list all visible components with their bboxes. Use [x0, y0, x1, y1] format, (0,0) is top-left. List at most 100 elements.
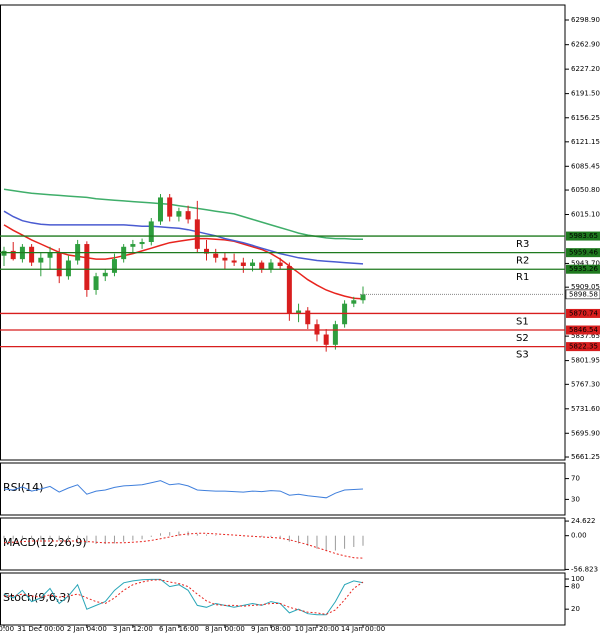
level-box: [566, 248, 600, 258]
y-tick-label: 6156.25: [571, 114, 600, 122]
level-name: S2: [516, 333, 529, 344]
y-tick-label: -56.823: [571, 565, 598, 573]
y-tick-label: 5695.90: [571, 429, 600, 437]
candle-body: [213, 253, 219, 258]
x-tick-label: 3 Jan 12:00: [113, 625, 153, 633]
y-tick-label: 5801.95: [571, 357, 600, 365]
panel-title: MACD(12,26,9): [3, 536, 87, 549]
candle-body: [139, 241, 145, 245]
candle-body: [314, 324, 320, 335]
indicator-line: [4, 579, 364, 615]
candle-body: [185, 211, 191, 220]
y-tick-label: 30: [571, 495, 580, 503]
y-tick-label: 6050.80: [571, 186, 600, 194]
x-tick-label: 20:00: [0, 625, 14, 633]
indicator-line: [3, 188, 363, 241]
y-tick-label: 6262.90: [571, 41, 600, 49]
candle-body: [1, 250, 7, 256]
level-label: 5822.35: [569, 343, 598, 351]
x-tick-label: 10 Jan 20:00: [295, 625, 339, 633]
level-name: R3: [516, 239, 529, 250]
indicator-line: [3, 532, 364, 559]
candle-body: [38, 257, 44, 263]
candle-body: [222, 257, 228, 261]
x-tick-label: 14 Jan 00:00: [341, 625, 385, 633]
candle-body: [102, 272, 108, 277]
candle-body: [332, 324, 338, 345]
level-label: 5870.74: [569, 309, 598, 317]
candle-body: [10, 250, 16, 260]
candle-body: [93, 276, 99, 290]
level-label: 5983.65: [569, 232, 598, 240]
y-tick-label: 24.622: [571, 517, 596, 525]
level-label: 5959.46: [569, 249, 598, 257]
candle-body: [167, 197, 173, 217]
candle-body: [84, 244, 90, 290]
level-name: S3: [516, 350, 529, 361]
y-tick-label: 6227.20: [571, 65, 600, 73]
panel-frame: [0, 517, 566, 571]
panel-frame: [0, 462, 566, 516]
level-box: [566, 264, 600, 274]
candle-body: [157, 197, 163, 222]
last-price-label: 5898.58: [569, 290, 598, 298]
level-label: 5935.26: [569, 265, 598, 273]
candle-body: [56, 252, 62, 277]
candle-body: [296, 310, 302, 314]
level-name: R1: [516, 272, 529, 283]
candle-body: [231, 260, 237, 263]
x-tick-label: 2 Jan 04:00: [67, 625, 107, 633]
y-tick-label: 0.00: [571, 532, 587, 540]
candle-body: [148, 221, 154, 242]
candle-body: [286, 265, 292, 314]
y-tick-label: 6298.90: [571, 16, 600, 24]
candle-body: [111, 259, 117, 273]
candle-body: [360, 294, 366, 301]
y-tick-label: 80: [571, 583, 580, 591]
candle-body: [305, 310, 311, 325]
candle-body: [268, 262, 274, 270]
last-price-box: [565, 289, 600, 300]
level-name: S1: [516, 316, 529, 327]
y-tick-label: 5661.25: [571, 453, 600, 461]
y-tick-label: 5909.05: [571, 283, 600, 291]
level-name: R2: [516, 256, 529, 267]
y-tick-label: 20: [571, 605, 580, 613]
candle-body: [176, 211, 182, 217]
candle-body: [277, 262, 283, 266]
level-box: [566, 308, 600, 318]
level-box: [566, 231, 600, 241]
candle-body: [65, 260, 71, 277]
candle-body: [250, 262, 256, 266]
x-tick-label: 8 Jan 00:00: [205, 625, 245, 633]
indicator-line: [3, 224, 364, 300]
candle-body: [351, 300, 357, 304]
candle-body: [194, 219, 200, 249]
y-tick-label: 6191.50: [571, 90, 600, 98]
y-tick-label: 6085.45: [571, 162, 600, 170]
y-tick-label: 5837.65: [571, 332, 600, 340]
level-box: [566, 325, 600, 335]
x-tick-label: 9 Jan 08:00: [251, 625, 291, 633]
y-tick-label: 70: [571, 475, 580, 483]
panel-frame: [0, 4, 566, 461]
candle-body: [323, 334, 329, 345]
level-box: [566, 342, 600, 352]
panel-frame: [0, 572, 566, 626]
y-tick-label: 100: [571, 575, 584, 583]
indicator-line: [3, 210, 364, 265]
level-label: 5846.54: [569, 326, 598, 334]
y-tick-label: 5943.70: [571, 259, 600, 267]
candle-body: [47, 252, 53, 258]
y-tick-label: 5767.30: [571, 380, 600, 388]
candle-body: [259, 262, 265, 270]
y-tick-label: 5731.60: [571, 405, 600, 413]
candle-body: [240, 262, 246, 266]
candle-body: [204, 248, 210, 254]
candle-body: [130, 244, 136, 247]
indicator-line: [3, 480, 364, 499]
y-tick-label: 6015.10: [571, 211, 600, 219]
x-tick-label: 31 Dec 00:00: [17, 625, 64, 633]
